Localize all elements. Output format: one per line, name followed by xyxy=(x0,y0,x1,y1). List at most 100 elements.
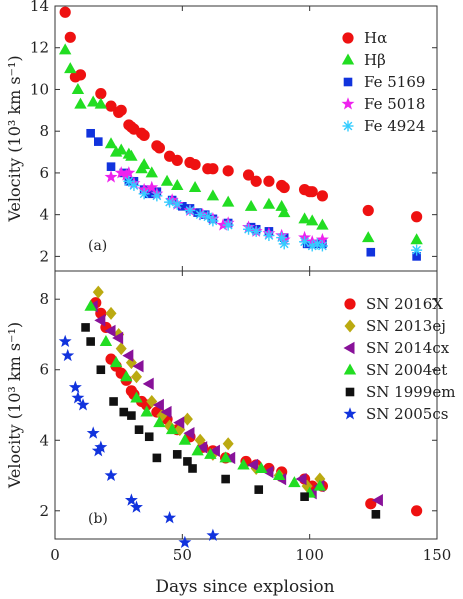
data-point xyxy=(222,165,234,177)
data-point xyxy=(109,356,123,368)
data-point xyxy=(120,370,133,382)
data-point xyxy=(411,244,423,256)
legend-label-h: Hα xyxy=(364,29,387,47)
legend-marker-h xyxy=(341,53,355,65)
y-tick-label: 4 xyxy=(39,206,49,224)
data-point xyxy=(130,500,143,513)
data-point xyxy=(306,186,318,198)
data-point xyxy=(222,437,234,451)
data-point xyxy=(71,82,85,94)
data-point xyxy=(58,334,72,348)
data-point xyxy=(115,104,127,116)
data-point xyxy=(106,162,116,171)
data-point xyxy=(160,405,172,419)
data-point xyxy=(263,230,275,242)
data-point xyxy=(93,137,103,146)
data-point xyxy=(68,380,82,393)
data-point xyxy=(178,202,187,211)
data-point xyxy=(151,190,163,202)
data-point xyxy=(250,175,262,187)
legend-marker-h xyxy=(342,32,354,44)
data-point xyxy=(242,169,255,181)
data-point xyxy=(138,129,150,141)
data-point xyxy=(219,451,232,463)
data-point xyxy=(130,370,142,384)
y-tick-label: 6 xyxy=(39,164,49,182)
data-point xyxy=(194,209,206,221)
data-point xyxy=(127,411,136,420)
series-h xyxy=(58,43,423,245)
x-axis-label: Days since explosion xyxy=(155,577,334,597)
data-point xyxy=(255,461,268,473)
legend-marker-sn-2005cs xyxy=(343,407,357,420)
legend-label-fe-5018: Fe 5018 xyxy=(364,95,425,113)
data-point xyxy=(188,181,202,193)
data-point xyxy=(153,416,166,428)
data-point xyxy=(316,218,329,230)
data-point xyxy=(132,360,144,373)
data-point xyxy=(362,231,375,243)
data-point xyxy=(189,158,201,171)
data-point xyxy=(298,212,311,224)
data-point xyxy=(412,252,421,261)
data-point xyxy=(171,178,184,190)
data-point xyxy=(243,223,255,235)
x-tick-label: 50 xyxy=(173,546,192,564)
data-point xyxy=(84,299,97,311)
data-point xyxy=(153,142,166,154)
y-tick-label: 2 xyxy=(39,502,49,520)
data-point xyxy=(145,166,158,178)
y-axis-label: Velocity (10³ km s⁻¹) xyxy=(5,55,24,222)
data-point xyxy=(237,458,250,470)
data-point xyxy=(244,199,258,211)
x-tick-label: 150 xyxy=(423,546,452,564)
data-point xyxy=(181,412,193,426)
data-point xyxy=(295,472,307,486)
legend-label-sn-2014cx: SN 2014cx xyxy=(366,339,450,357)
data-point xyxy=(86,337,95,346)
data-point xyxy=(207,215,219,227)
series-sn-1999em xyxy=(81,323,381,519)
data-point xyxy=(315,232,329,246)
data-point xyxy=(94,440,108,453)
legend-marker-sn-2013ej xyxy=(344,319,356,333)
y-tick-label: 14 xyxy=(30,0,49,15)
data-point xyxy=(272,469,286,481)
legend-marker-sn-1999em xyxy=(345,387,355,397)
data-point xyxy=(124,493,138,506)
series-h xyxy=(59,6,423,223)
data-point xyxy=(99,335,113,347)
data-point xyxy=(142,377,154,391)
data-point xyxy=(411,211,423,223)
data-point xyxy=(115,143,128,155)
data-point xyxy=(140,405,153,417)
data-point xyxy=(152,453,162,463)
data-point xyxy=(122,166,136,179)
legend-marker-sn-2014cx xyxy=(343,341,355,355)
data-point xyxy=(411,505,423,517)
series-sn-2004et xyxy=(84,299,327,498)
data-point xyxy=(74,97,87,109)
data-point xyxy=(196,441,208,454)
data-point xyxy=(86,128,95,138)
data-point xyxy=(299,236,311,248)
y-tick-label: 4 xyxy=(39,431,49,449)
data-point xyxy=(119,407,129,417)
data-point xyxy=(178,433,192,445)
data-point xyxy=(221,474,230,484)
legend-label-fe-5169: Fe 5169 xyxy=(364,73,425,91)
data-point xyxy=(254,485,264,494)
data-point xyxy=(306,214,319,226)
data-point xyxy=(184,204,196,216)
y-tick-label: 8 xyxy=(39,290,49,308)
data-point xyxy=(105,100,117,112)
data-point xyxy=(71,391,85,404)
panel-a: 2 4 6 8 10 12 14 Velocity (10³ km s⁻¹) (a) Hα Hβ Fe… xyxy=(5,0,438,272)
data-point xyxy=(171,154,183,167)
plot-frame xyxy=(54,270,438,540)
data-point xyxy=(96,365,106,375)
data-point xyxy=(371,510,381,519)
